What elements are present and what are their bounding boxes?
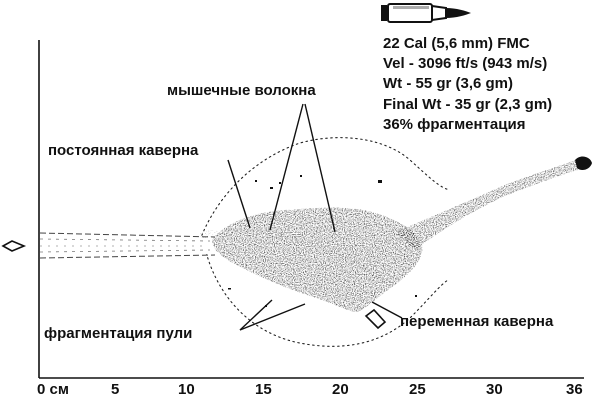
spec-velocity: Vel - 3096 ft/s (943 m/s) bbox=[383, 55, 548, 73]
scale-tick: 30 bbox=[486, 381, 503, 398]
scale-tick: 25 bbox=[409, 381, 426, 398]
scale-tick: 0 см bbox=[37, 381, 69, 398]
scale-tick: 20 bbox=[332, 381, 349, 398]
label-bullet-fragmentation: фрагментация пули bbox=[44, 325, 193, 342]
label-permanent-cavity: постоянная каверна bbox=[48, 142, 199, 159]
spec-caliber: 22 Cal (5,6 mm) FMC bbox=[383, 35, 530, 52]
spec-final-weight: Final Wt - 35 gr (2,3 gm) bbox=[383, 95, 553, 113]
callout-lines bbox=[227, 103, 403, 331]
wound-track-entry bbox=[39, 232, 216, 259]
ammunition-specs: 22 Cal (5,6 mm) FMC Vel - 3096 ft/s (943… bbox=[383, 34, 552, 135]
label-muscle-fibers: мышечные волокна bbox=[167, 82, 316, 99]
temporary-cavity-outline bbox=[199, 137, 451, 347]
scale-tick: 36 bbox=[566, 381, 583, 398]
bullet-fragment-icon bbox=[364, 308, 387, 330]
permanent-cavity bbox=[212, 207, 423, 312]
bullet-entry-icon bbox=[1, 240, 27, 252]
scale-tick: 10 bbox=[178, 381, 195, 398]
scale-tick: 5 bbox=[111, 381, 120, 398]
label-temporary-cavity: переменная каверна bbox=[400, 313, 554, 330]
bullet-cartridge-icon bbox=[381, 3, 471, 23]
spec-weight: Wt - 55 gr (3,6 gm) bbox=[383, 75, 514, 93]
wound-track-exit bbox=[395, 160, 578, 250]
bullet-exit-icon bbox=[575, 156, 592, 171]
spec-fragmentation: 36% фрагментация bbox=[383, 115, 526, 133]
scale-tick: 15 bbox=[255, 381, 272, 398]
